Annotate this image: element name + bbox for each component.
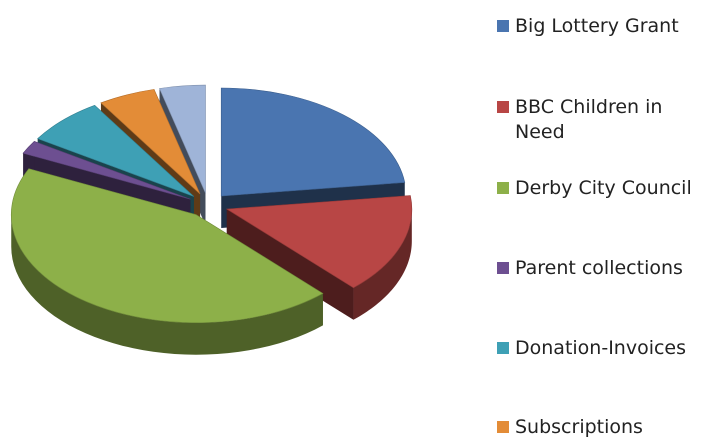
pie-slice-big-lottery-grant <box>220 87 406 197</box>
pie-slice-other <box>159 84 206 194</box>
legend-item-donation-invoices: Donation-Invoices <box>497 336 715 361</box>
legend-swatch <box>497 262 509 274</box>
legend-swatch <box>497 342 509 354</box>
legend-item-bbc-children-in-need: BBC Children in Need <box>497 95 685 145</box>
pie-slice-wall <box>226 209 354 320</box>
pie-slice-side <box>353 209 412 320</box>
pie-slice-side <box>11 214 323 355</box>
legend-item-big-lottery: Big Lottery Grant <box>497 14 715 39</box>
legend-label: BBC Children in Need <box>515 96 663 143</box>
legend: Big Lottery Grant BBC Children in Need D… <box>497 0 720 442</box>
legend-item-derby-city-council: Derby City Council <box>497 176 715 201</box>
legend-label: Parent collections <box>515 257 683 279</box>
legend-swatch <box>497 20 509 32</box>
legend-label: Donation-Invoices <box>515 337 687 359</box>
legend-label: Subscriptions <box>515 416 643 438</box>
pie-slice-parent-collections <box>22 141 191 200</box>
legend-swatch <box>497 421 509 433</box>
legend-item-subscriptions: Subscriptions <box>497 415 715 440</box>
legend-swatch <box>497 101 509 113</box>
pie-tops <box>10 84 413 323</box>
pie-slice-bbc-children-in-need <box>225 195 413 289</box>
legend-label: Derby City Council <box>515 177 692 199</box>
legend-item-parent-collections: Parent collections <box>497 256 715 281</box>
pie-slice-donation-invoices <box>37 104 195 197</box>
pie-slice-derby-city-council <box>10 168 324 323</box>
legend-label: Big Lottery Grant <box>515 15 679 37</box>
pie-slice-subscriptions <box>100 89 201 195</box>
legend-swatch <box>497 182 509 194</box>
